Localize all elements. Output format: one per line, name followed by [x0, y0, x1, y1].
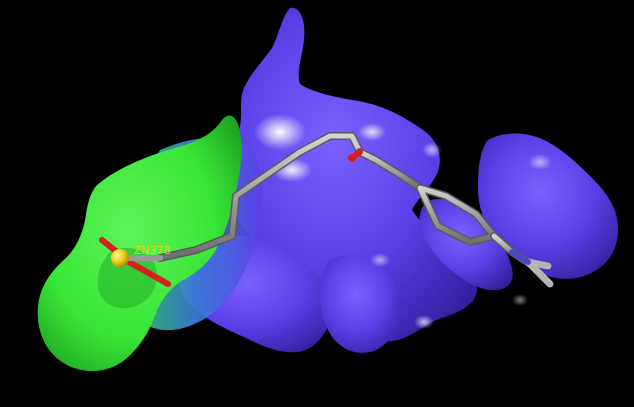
surface-highlight-4: [422, 142, 442, 158]
ligand-chain-highlight: [157, 133, 363, 261]
ligand-sticks: [156, 132, 554, 288]
pocket-surface-far-right: [478, 133, 619, 279]
zinc-oxygen-bond-2: [119, 255, 171, 287]
surface-highlight-7: [370, 253, 390, 267]
surface-highlight-8: [512, 294, 528, 306]
oxygen-atom: [348, 154, 356, 162]
pocket-surface-right-lobe: [320, 254, 402, 353]
surface-highlight-1: [254, 114, 306, 150]
surface-highlight-3: [358, 123, 386, 141]
pocket-surface-green: [37, 115, 242, 371]
zinc-site: [99, 237, 171, 287]
surface-highlight-5: [414, 315, 434, 329]
surface-highlight-6: [528, 154, 552, 170]
zinc-atom: [111, 249, 129, 267]
pocket-green-shade: [97, 247, 157, 309]
ligand-amine-branch-2: [524, 258, 554, 288]
ligand-link-highlight: [357, 149, 423, 191]
pocket-surface-connector: [419, 199, 513, 291]
zinc-atom-label: ZN378: [134, 244, 171, 257]
ligand-nitrogen-bond: [509, 249, 531, 265]
